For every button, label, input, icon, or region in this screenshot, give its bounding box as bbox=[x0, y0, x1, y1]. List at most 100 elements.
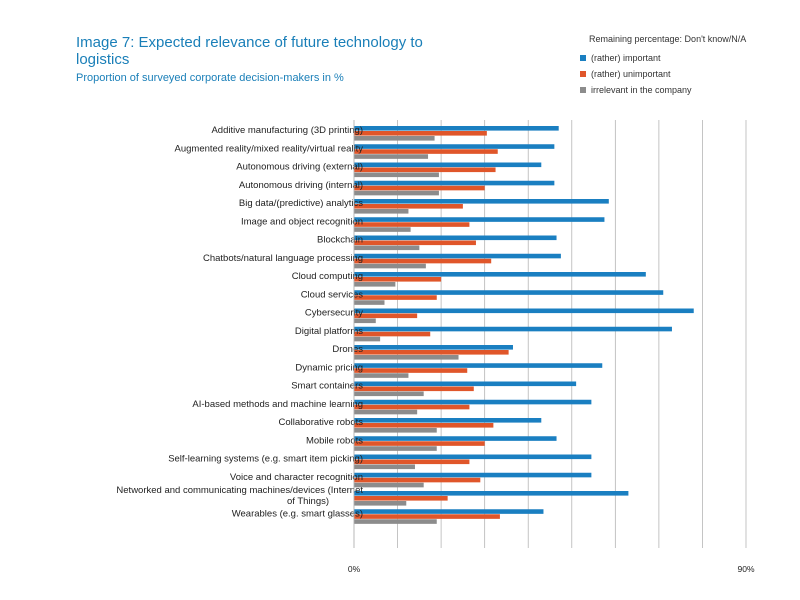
legend-swatch-irrelevant bbox=[580, 87, 586, 93]
bar-unimportant bbox=[354, 240, 476, 246]
legend-item-important: (rather) important bbox=[580, 50, 692, 66]
bar-important bbox=[354, 399, 592, 405]
bar-important bbox=[354, 454, 592, 460]
category-label: Blockchain bbox=[317, 235, 363, 246]
bar-important bbox=[354, 418, 542, 423]
legend-item-unimportant: (rather) unimportant bbox=[580, 66, 692, 82]
bar-irrelevant bbox=[354, 282, 396, 287]
x-tick-label: 90% bbox=[737, 564, 754, 574]
category-label: Collaborative robots bbox=[279, 417, 364, 428]
category-label: AI-based methods and machine learning bbox=[192, 399, 363, 410]
bar-important bbox=[354, 199, 609, 204]
category-label: Additive manufacturing (3D printing) bbox=[211, 125, 363, 136]
bar-irrelevant bbox=[354, 373, 409, 378]
bar-important bbox=[354, 381, 577, 387]
bar-unimportant bbox=[354, 404, 470, 410]
bar-irrelevant bbox=[354, 519, 437, 524]
bar-unimportant bbox=[354, 441, 485, 446]
bar-irrelevant bbox=[354, 227, 411, 232]
bar-unimportant bbox=[354, 185, 485, 191]
bar-irrelevant bbox=[354, 391, 424, 397]
bar-irrelevant bbox=[354, 263, 426, 269]
bar-important bbox=[354, 472, 592, 478]
bar-important bbox=[354, 272, 646, 277]
chart-subtitle: Proportion of surveyed corporate decisio… bbox=[76, 72, 344, 84]
bar-important bbox=[354, 290, 664, 295]
bar-unimportant bbox=[354, 149, 498, 154]
category-label: Cloud computing bbox=[292, 271, 363, 282]
bar-irrelevant bbox=[354, 209, 409, 214]
bar-important bbox=[354, 162, 542, 168]
bar-unimportant bbox=[354, 131, 487, 136]
bar-unimportant bbox=[354, 514, 500, 519]
bar-irrelevant bbox=[354, 172, 439, 178]
bar-unimportant bbox=[354, 423, 494, 428]
bar-unimportant bbox=[354, 331, 431, 337]
bar-irrelevant bbox=[354, 136, 435, 141]
bar-important bbox=[354, 217, 605, 222]
bar-important bbox=[354, 436, 557, 441]
category-label: Image and object recognition bbox=[241, 216, 363, 227]
bar-irrelevant bbox=[354, 428, 437, 433]
bar-important bbox=[354, 235, 557, 241]
category-label: Mobile robots bbox=[306, 435, 363, 446]
legend-swatch-unimportant bbox=[580, 71, 586, 77]
bar-irrelevant bbox=[354, 336, 381, 342]
bar-unimportant bbox=[354, 368, 468, 373]
bar-unimportant bbox=[354, 222, 470, 227]
category-label: Chatbots/natural language processing bbox=[203, 253, 363, 264]
chart-title: Image 7: Expected relevance of future te… bbox=[76, 34, 423, 68]
x-tick-label: 0% bbox=[348, 564, 361, 574]
bar-unimportant bbox=[354, 167, 496, 173]
bar-unimportant bbox=[354, 477, 481, 483]
legend-label-unimportant: (rather) unimportant bbox=[591, 69, 671, 79]
bar-irrelevant bbox=[354, 409, 418, 415]
category-label: Autonomous driving (external) bbox=[236, 162, 363, 173]
bar-important bbox=[354, 509, 544, 514]
bar-important bbox=[354, 180, 555, 186]
bar-irrelevant bbox=[354, 355, 459, 360]
bar-important bbox=[354, 144, 555, 149]
category-label: Cloud services bbox=[301, 289, 364, 300]
bar-important bbox=[354, 345, 513, 350]
category-label: Augmented reality/mixed reality/virtual … bbox=[175, 143, 364, 154]
category-label: Smart containers bbox=[291, 381, 363, 392]
category-label: Self-learning systems (e.g. smart item p… bbox=[168, 454, 363, 465]
category-label: Big data/(predictive) analytics bbox=[239, 198, 363, 209]
bar-irrelevant bbox=[354, 446, 437, 451]
legend: (rather) important (rather) unimportant … bbox=[580, 50, 692, 98]
category-label: Networked and communicating machines/dev… bbox=[116, 485, 363, 507]
bar-unimportant bbox=[354, 277, 442, 282]
bar-irrelevant bbox=[354, 501, 407, 506]
bar-unimportant bbox=[354, 496, 448, 501]
category-label: Autonomous driving (internal) bbox=[239, 180, 363, 191]
category-label: Digital platforms bbox=[295, 326, 363, 337]
category-label: Drones bbox=[332, 344, 363, 355]
bar-unimportant bbox=[354, 459, 470, 465]
bar-important bbox=[354, 326, 672, 332]
legend-label-irrelevant: irrelevant in the company bbox=[591, 85, 692, 95]
bar-important bbox=[354, 308, 694, 314]
bar-important bbox=[354, 363, 603, 368]
category-label: Cybersecurity bbox=[305, 308, 363, 319]
bar-irrelevant bbox=[354, 300, 385, 305]
bar-important bbox=[354, 253, 561, 259]
bar-irrelevant bbox=[354, 245, 420, 251]
bar-irrelevant bbox=[354, 482, 424, 488]
legend-swatch-important bbox=[580, 55, 586, 61]
legend-item-irrelevant: irrelevant in the company bbox=[580, 82, 692, 98]
bar-irrelevant bbox=[354, 318, 376, 324]
category-label: Dynamic pricing bbox=[295, 362, 363, 373]
chart-note: Remaining percentage: Don't know/N/A bbox=[589, 34, 747, 44]
category-label: Wearables (e.g. smart glasses) bbox=[232, 508, 363, 519]
bar-unimportant bbox=[354, 258, 492, 264]
bar-unimportant bbox=[354, 313, 418, 319]
bar-irrelevant bbox=[354, 190, 439, 196]
bar-unimportant bbox=[354, 204, 463, 209]
bar-unimportant bbox=[354, 350, 509, 355]
bar-unimportant bbox=[354, 386, 474, 392]
legend-label-important: (rather) important bbox=[591, 53, 661, 63]
bar-irrelevant bbox=[354, 464, 415, 470]
bar-important bbox=[354, 126, 559, 131]
